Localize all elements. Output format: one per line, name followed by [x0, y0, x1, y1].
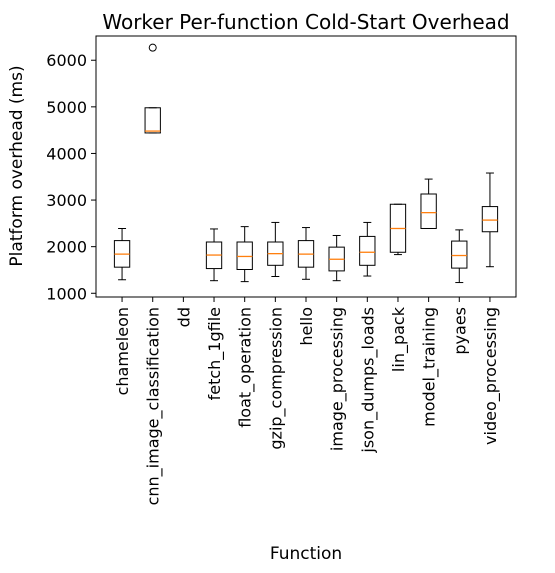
- x-axis-label: Function: [270, 544, 342, 564]
- y-tick-label: 4000: [46, 144, 87, 163]
- box-gzip_compression: [267, 221, 284, 277]
- box-float_operation: [236, 226, 253, 283]
- x-tick-label: hello: [297, 307, 316, 346]
- box-pyaes: [451, 229, 468, 284]
- outlier-point: [148, 43, 157, 52]
- box-iqr: [420, 193, 437, 229]
- box-iqr: [236, 241, 253, 271]
- box-chameleon: [113, 227, 131, 281]
- y-axis: 1000 2000 3000 4000 5000 6000: [46, 51, 96, 303]
- y-tick-label: 6000: [46, 51, 87, 70]
- y-tick-label: 3000: [46, 191, 87, 210]
- y-tick-label: 1000: [46, 284, 87, 303]
- boxplot-series: [113, 43, 499, 284]
- box-iqr: [144, 107, 161, 134]
- chart-title: Worker Per-function Cold-Start Overhead: [102, 10, 509, 34]
- x-tick-label: float_operation: [236, 307, 256, 428]
- box-iqr: [359, 235, 376, 266]
- box-video_processing: [481, 172, 499, 268]
- box-model_training: [420, 178, 437, 229]
- box-hello: [297, 227, 315, 280]
- x-tick-label: image_processing: [328, 307, 348, 451]
- plot-area: [95, 35, 517, 298]
- y-tick-label: 5000: [46, 98, 87, 117]
- box-fetch_1gfile: [205, 228, 223, 282]
- x-tick-label: cnn_image_classification: [144, 307, 164, 505]
- x-tick-label: lin_pack: [389, 306, 409, 372]
- box-json_dumps_loads: [359, 221, 376, 277]
- box-iqr: [451, 240, 468, 269]
- box-image_processing: [328, 234, 345, 282]
- y-axis-label: Platform overhead (ms): [7, 65, 27, 266]
- y-tick-label: 2000: [46, 238, 87, 257]
- x-tick-label: gzip_compression: [266, 307, 286, 450]
- x-tick-label: model_training: [420, 307, 440, 427]
- x-tick-label: json_dumps_loads: [358, 307, 378, 454]
- x-tick-label: dd: [174, 307, 193, 327]
- box-iqr: [481, 206, 499, 233]
- x-tick-label: video_processing: [481, 307, 501, 445]
- x-tick-label: chameleon: [113, 307, 132, 395]
- box-cnn_image_classification: [144, 43, 161, 134]
- x-tick-label: pyaes: [450, 307, 469, 355]
- x-tick-label: fetch_1gfile: [205, 307, 225, 400]
- x-axis: chameleon cnn_image_classification dd fetch…: [113, 297, 501, 505]
- box-lin_pack: [389, 203, 407, 256]
